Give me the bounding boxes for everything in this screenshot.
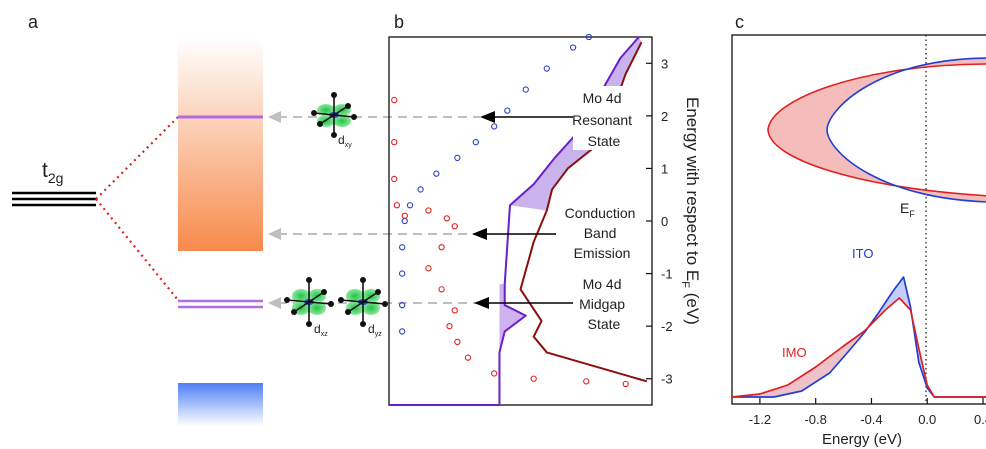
panel-b: b 3 2 1 0 -1 -2 -3 Mo 4d Resonant State Conduc…	[388, 12, 702, 406]
panel-c-series	[731, 276, 986, 398]
data-point	[433, 170, 440, 177]
dashed-arrows	[268, 111, 480, 309]
data-point	[425, 265, 432, 272]
split-line-lower	[95, 198, 179, 301]
ef-label: EF	[900, 200, 915, 219]
data-point	[454, 338, 461, 346]
imo-lower-fill	[732, 310, 886, 397]
data-point	[438, 286, 445, 293]
panel-b-y-axis: 3 2 1 0 -1 -2 -3	[646, 56, 673, 387]
data-point	[398, 244, 406, 251]
panel-c-x-label: Energy (eV)	[822, 431, 902, 448]
panel-b-letter: b	[394, 12, 404, 32]
panel-b-axis-label: Energy with respect to EF (eV)	[679, 97, 702, 325]
ito-parabola	[826, 57, 986, 203]
data-point	[391, 96, 398, 104]
dxz-label: dxz	[314, 322, 328, 338]
dxz-orbital-icon	[284, 277, 334, 327]
midgap-fill	[499, 284, 526, 353]
data-point	[406, 202, 414, 209]
data-point	[504, 107, 511, 114]
y-tick-label: -1	[661, 267, 673, 282]
y-tick-label: 0	[661, 214, 668, 229]
panel-c: c -1.2 -0.8 -0.4 0.0 0.4 EF ITO IMO Energy (…	[731, 12, 986, 448]
valence-band	[178, 383, 263, 426]
t2g-levels	[12, 191, 96, 207]
annotation-arrows	[472, 111, 578, 309]
data-point	[585, 33, 593, 41]
y-tick-label: -3	[661, 372, 673, 387]
data-point	[454, 154, 461, 162]
annotation-bg-2	[560, 204, 644, 262]
data-point	[398, 301, 406, 309]
panel-c-x-axis: -1.2 -0.8 -0.4 0.0 0.4	[749, 398, 986, 427]
panel-a-letter: a	[28, 12, 39, 32]
annotation-bg-1	[573, 86, 643, 150]
data-point	[522, 86, 529, 93]
y-tick-label: 1	[661, 161, 668, 176]
y-tick-label: 3	[661, 56, 668, 71]
x-tick-label: 0.0	[918, 412, 936, 427]
data-point	[401, 212, 408, 219]
data-point	[391, 138, 398, 146]
conduction-band	[178, 38, 263, 251]
data-point	[464, 354, 472, 361]
series-imo	[731, 297, 986, 398]
annotation-midgap: Mo 4d Midgap State	[579, 276, 629, 332]
data-point	[393, 202, 401, 209]
x-tick-label: -0.4	[860, 412, 882, 427]
data-point	[569, 44, 577, 51]
x-tick-label: -1.2	[749, 412, 771, 427]
annotation-conduction: Conduction Band Emission	[565, 205, 640, 261]
series-ito	[732, 276, 986, 398]
panel-c-letter: c	[735, 12, 744, 32]
panel-c-frame	[731, 34, 986, 405]
data-point	[417, 186, 424, 193]
data-point	[398, 270, 406, 277]
x-tick-label: 0.4	[974, 412, 986, 427]
data-point	[446, 322, 453, 330]
data-point	[443, 215, 451, 222]
dyz-orbital-icon	[338, 277, 388, 327]
imo-parabola	[767, 63, 986, 197]
dxy-orbital-icon	[311, 92, 357, 138]
data-point	[530, 375, 537, 382]
parabola-region-fill	[768, 58, 986, 202]
data-point	[543, 65, 550, 72]
data-point	[438, 244, 445, 251]
data-point	[391, 175, 398, 183]
dxy-label: dxy	[338, 133, 352, 149]
panel-c-fills	[732, 277, 986, 397]
data-point	[398, 328, 406, 335]
y-tick-label: 2	[661, 109, 668, 124]
data-point	[472, 138, 479, 146]
split-line-upper	[95, 116, 179, 200]
data-point	[491, 123, 498, 130]
imo-label: IMO	[782, 345, 807, 360]
data-point	[451, 307, 458, 314]
data-point	[425, 207, 432, 214]
data-point	[622, 380, 629, 388]
data-point	[451, 223, 458, 230]
dyz-label: dyz	[368, 322, 382, 338]
t2g-label: t2g	[42, 159, 63, 186]
ito-label: ITO	[852, 246, 873, 261]
data-point	[401, 217, 408, 225]
y-tick-label: -2	[661, 319, 673, 334]
panel-a: a t2g	[12, 12, 480, 426]
data-point	[491, 370, 498, 377]
annotation-resonant: Mo 4d Resonant State	[572, 90, 636, 149]
x-tick-label: -0.8	[804, 412, 826, 427]
annotation-bg-3	[573, 272, 643, 334]
data-point	[583, 378, 590, 385]
